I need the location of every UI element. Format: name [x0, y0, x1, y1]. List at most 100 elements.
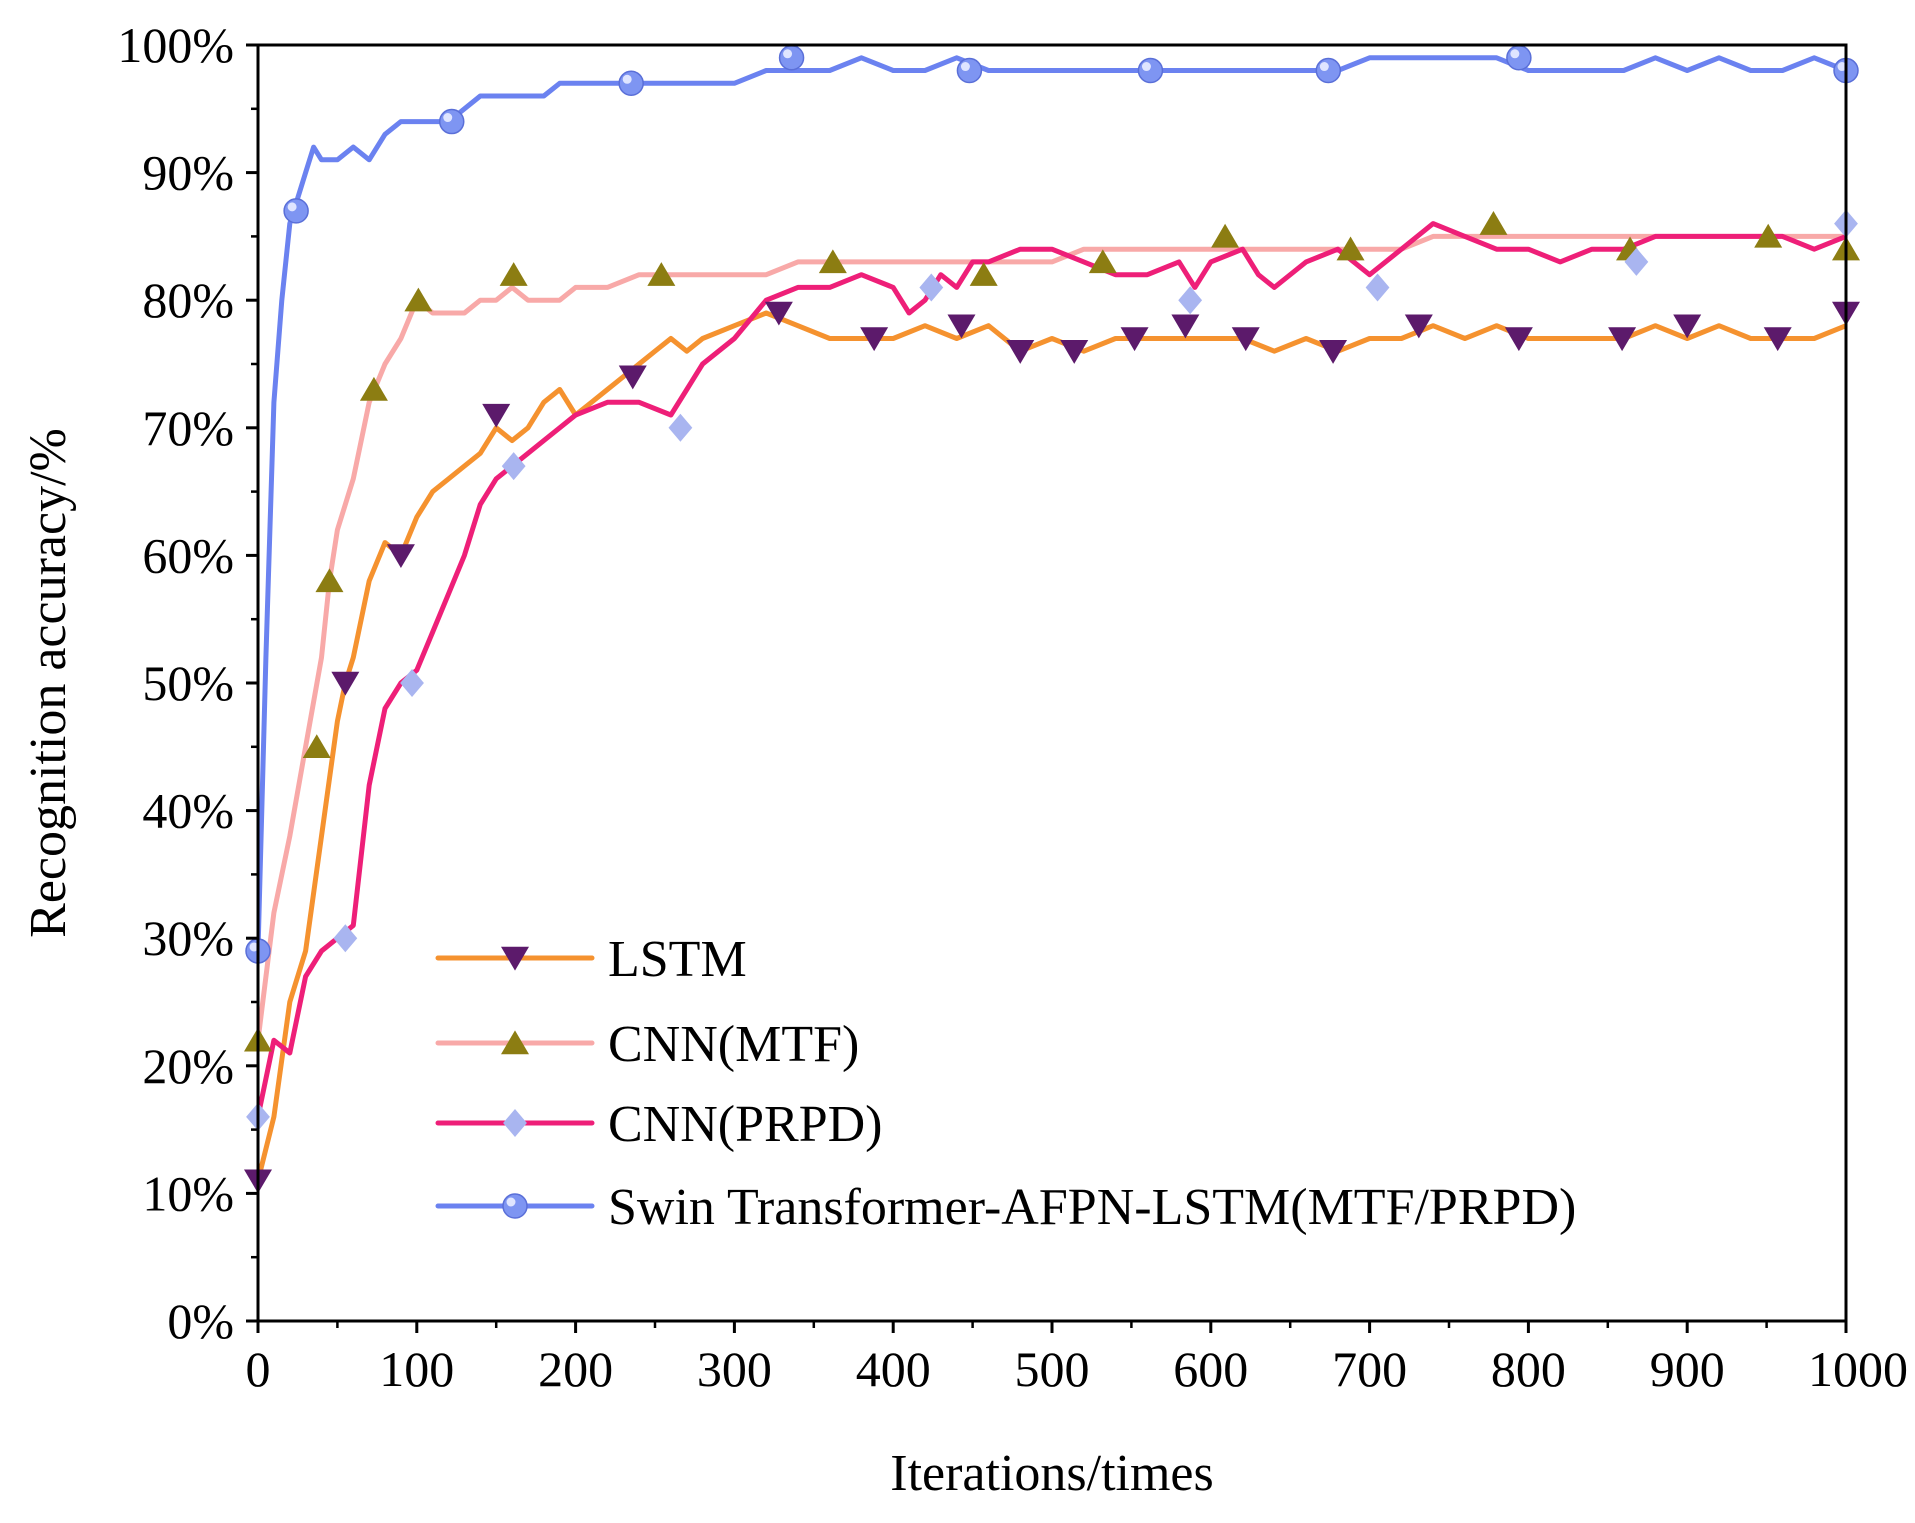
y-axis-title: Recognition accuracy/% [20, 428, 77, 938]
legend-entry-3: Swin Transformer-AFPN-LSTM(MTF/PRPD) [435, 1179, 1576, 1236]
marker-circle-highlight [443, 113, 453, 123]
series-1-marker-11 [1336, 236, 1365, 261]
series-line-0 [258, 310, 1846, 1184]
x-axis-title: Iterations/times [890, 1445, 1213, 1502]
marker-circle-highlight [506, 1197, 516, 1207]
y-tick-label: 100% [117, 17, 234, 73]
series-3-marker-5 [956, 57, 983, 84]
series-0-marker-3 [482, 403, 511, 428]
series-0-marker-2 [386, 544, 415, 568]
series-0-marker-4 [618, 365, 647, 390]
x-tick-label: 0 [246, 1341, 271, 1397]
series-1-marker-6 [647, 262, 676, 286]
series-0-marker-12 [1231, 327, 1260, 352]
y-tick-label: 70% [142, 400, 234, 456]
series-0-marker-16 [1608, 327, 1637, 352]
marker-circle-body [778, 45, 805, 71]
series-3-marker-1 [283, 198, 309, 224]
series-1-marker-8 [969, 262, 998, 286]
x-tick-label: 900 [1650, 1341, 1725, 1397]
series-0-marker-6 [860, 327, 889, 352]
series-3-marker-2 [438, 108, 465, 135]
legend-marker-1 [501, 1030, 529, 1055]
series-line-1 [258, 233, 1846, 1043]
marker-circle-body [1506, 45, 1532, 71]
marker-circle-highlight [622, 74, 632, 84]
series-0-marker-8 [1006, 340, 1035, 364]
x-tick-label: 300 [697, 1341, 772, 1397]
x-tick-label: 100 [379, 1341, 454, 1397]
series-2-marker-3 [501, 452, 526, 481]
series-0-marker-10 [1120, 327, 1149, 352]
series-layer [258, 55, 1846, 1184]
series-2-marker-5 [919, 273, 944, 302]
legend-marker-2 [503, 1109, 527, 1137]
x-tick-label: 500 [1015, 1341, 1090, 1397]
legend-entry-1: CNN(MTF) [435, 1016, 859, 1073]
y-tick-label: 80% [142, 272, 234, 328]
series-1-marker-3 [359, 376, 388, 401]
legend-label-1: CNN(MTF) [608, 1016, 859, 1073]
legend-marker-0 [501, 946, 529, 971]
series-0-marker-7 [947, 314, 976, 339]
series-1-marker-5 [499, 262, 528, 286]
y-tick-label: 40% [142, 783, 234, 839]
x-tick-label: 700 [1332, 1341, 1407, 1397]
series-0-marker-14 [1404, 314, 1433, 339]
y-tick-label: 30% [142, 910, 234, 966]
series-line-3 [258, 55, 1846, 954]
y-tick-label: 20% [142, 1038, 234, 1094]
legend-label-3: Swin Transformer-AFPN-LSTM(MTF/PRPD) [608, 1179, 1576, 1236]
x-tick-label: 200 [538, 1341, 613, 1397]
series-0-marker-9 [1060, 340, 1089, 364]
series-0-marker-5 [764, 301, 793, 326]
series-3-marker-4 [778, 45, 805, 71]
marker-circle-body [1315, 57, 1342, 84]
legend-label-2: CNN(PRPD) [608, 1096, 883, 1153]
series-1-marker-7 [818, 249, 847, 274]
marker-circle-highlight [287, 202, 297, 212]
series-0-marker-1 [331, 671, 360, 696]
marker-circle-body [956, 57, 983, 84]
legend-label-0: LSTM [608, 931, 747, 988]
y-tick-label: 0% [167, 1293, 234, 1349]
marker-circle-body [1137, 57, 1164, 84]
legend-marker-3 [502, 1193, 528, 1219]
marker-circle-highlight [783, 49, 793, 59]
marker-circle-highlight [1837, 62, 1847, 72]
marker-circle-highlight [1319, 62, 1329, 72]
series-1-marker-4 [404, 287, 433, 312]
series-3-marker-8 [1506, 45, 1532, 71]
series-2-marker-2 [400, 669, 424, 697]
x-tick-label: 600 [1173, 1341, 1248, 1397]
series-0-marker-11 [1171, 314, 1200, 339]
x-tick-label: 1000 [1808, 1341, 1908, 1397]
series-1-marker-9 [1088, 249, 1117, 274]
legend: LSTM CNN(MTF) CNN(PRPD) Swin Transformer-AF… [435, 931, 1576, 1236]
marker-circle-highlight [249, 942, 259, 952]
marker-circle-body [438, 108, 465, 135]
marker-circle-body [502, 1193, 528, 1219]
series-1-marker-1 [302, 734, 331, 758]
marker-circle-body [618, 70, 644, 97]
series-2-marker-1 [333, 924, 358, 953]
series-3-marker-6 [1137, 57, 1164, 84]
marker-circle-highlight [1141, 62, 1151, 72]
y-tick-label: 10% [142, 1165, 234, 1221]
series-0-marker-15 [1504, 327, 1533, 352]
y-tick-label: 60% [142, 527, 234, 583]
x-tick-label: 400 [856, 1341, 931, 1397]
series-2-marker-4 [668, 413, 693, 442]
series-2-marker-8 [1624, 247, 1649, 276]
series-2-marker-6 [1178, 286, 1203, 315]
series-0-marker-17 [1673, 314, 1702, 339]
marker-circle-highlight [960, 62, 970, 72]
axes-layer: 0 100 200 300 400 500 600 700 800 900 1000 0% 10% 20%… [20, 17, 1908, 1502]
marker-layer [244, 45, 1860, 1194]
series-3-marker-3 [618, 70, 644, 97]
series-0-marker-13 [1319, 340, 1348, 364]
series-1-marker-14 [1754, 223, 1783, 248]
y-tick-label: 90% [142, 145, 234, 201]
